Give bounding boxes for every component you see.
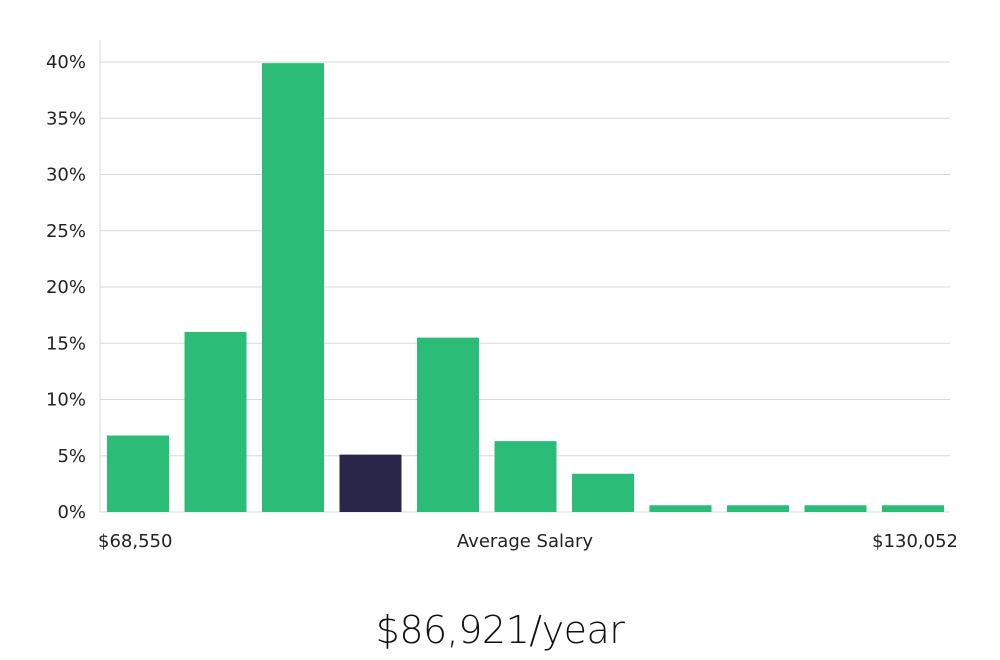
y-tick-label: 40% xyxy=(46,52,86,73)
average-salary-value: $86,921/year xyxy=(375,608,625,652)
y-tick-label: 5% xyxy=(57,446,86,467)
x-min-label: $68,550 xyxy=(98,531,172,552)
bar xyxy=(572,473,634,512)
bar xyxy=(184,332,247,512)
y-tick-label: 30% xyxy=(46,165,86,186)
bar xyxy=(804,505,867,512)
bar xyxy=(882,505,944,512)
bar xyxy=(417,337,479,512)
y-tick-label: 10% xyxy=(46,390,86,411)
y-tick-labels: 0% 5% 10% 15% 20% 25% 30% 35% 40% xyxy=(46,52,86,523)
x-axis-label: Average Salary xyxy=(457,531,594,552)
y-tick-label: 0% xyxy=(57,502,86,523)
y-tick-label: 35% xyxy=(46,108,86,129)
bar-highlighted-average xyxy=(339,454,402,512)
bar xyxy=(727,505,789,512)
bar xyxy=(494,441,557,512)
y-tick-label: 20% xyxy=(46,277,86,298)
y-tick-label: 25% xyxy=(46,221,86,242)
bar xyxy=(262,63,324,512)
bars xyxy=(107,63,944,512)
y-tick-label: 15% xyxy=(46,333,86,354)
bar xyxy=(649,505,712,512)
x-max-label: $130,052 xyxy=(872,531,958,552)
bar xyxy=(107,435,169,512)
